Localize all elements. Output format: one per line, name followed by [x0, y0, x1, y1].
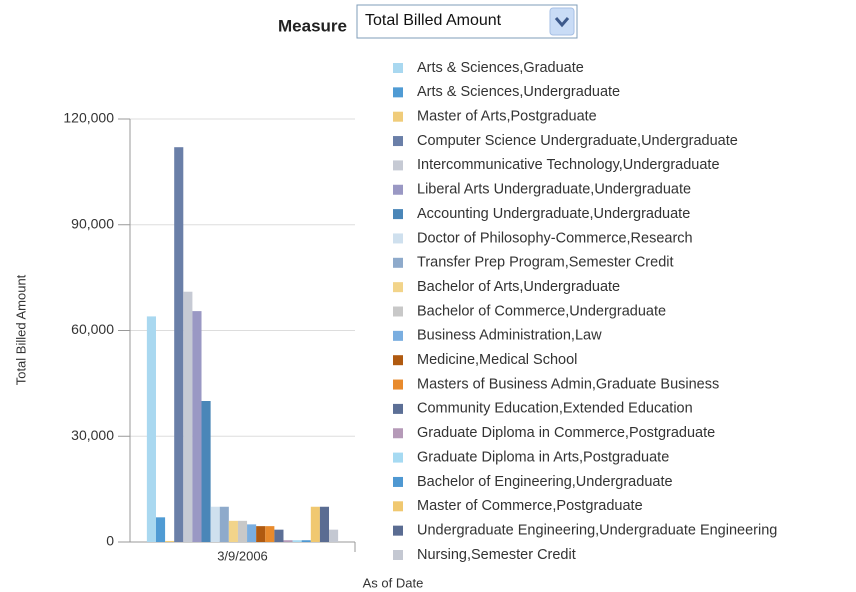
legend-label: Bachelor of Engineering,Undergraduate	[417, 474, 673, 490]
select-value: Total Billed Amount	[365, 12, 502, 29]
y-tick-label: 0	[106, 533, 114, 549]
y-axis-label: Total Billed Amount	[13, 274, 28, 385]
legend-swatch	[393, 525, 403, 536]
y-tick-label: 30,000	[71, 427, 114, 443]
x-tick-label: 3/9/2006	[217, 548, 268, 563]
dropdown-arrow	[554, 17, 570, 28]
legend-label: Master of Arts,Postgraduate	[417, 109, 597, 125]
bar	[228, 520, 238, 542]
dropdown-button[interactable]	[549, 7, 575, 36]
legend-label: Bachelor of Arts,Undergraduate	[417, 279, 620, 295]
legend-swatch	[393, 355, 403, 366]
bar	[146, 316, 156, 542]
legend-label: Intercommunicative Technology,Undergradu…	[417, 157, 720, 173]
legend-label: Liberal Arts Undergraduate,Undergraduate	[417, 182, 691, 198]
legend-label: Medicine,Medical School	[417, 352, 577, 368]
bar	[256, 526, 266, 542]
legend-label: Undergraduate Engineering,Undergraduate …	[417, 522, 777, 538]
legend-label: Master of Commerce,Postgraduate	[417, 498, 643, 514]
legend-swatch	[393, 550, 403, 560]
legend-swatch	[393, 209, 403, 220]
legend-swatch	[393, 379, 403, 390]
bar	[201, 401, 211, 542]
legend-swatch	[393, 87, 403, 98]
bar	[310, 506, 320, 542]
legend-swatch	[393, 476, 403, 487]
legend-swatch	[393, 403, 403, 414]
bar	[274, 529, 284, 542]
legend-swatch	[393, 257, 403, 268]
legend-swatch	[393, 452, 403, 463]
x-axis-label: As of Date	[363, 575, 424, 590]
bar	[155, 517, 166, 542]
bar	[237, 520, 248, 542]
legend-swatch	[393, 501, 403, 512]
measure-label: Measure	[278, 16, 347, 35]
legend-swatch	[393, 428, 403, 439]
legend-swatch	[393, 282, 403, 293]
legend-label: Arts & Sciences,Undergraduate	[417, 84, 620, 100]
y-tick-label: 60,000	[71, 321, 114, 337]
bar	[165, 540, 175, 542]
bar	[192, 311, 202, 542]
legend-label: Nursing,Semester Credit	[417, 547, 576, 563]
legend-label: Transfer Prep Program,Semester Credit	[417, 255, 674, 271]
bar	[319, 506, 330, 542]
legend-label: Business Administration,Law	[417, 328, 602, 344]
legend-label: Graduate Diploma in Commerce,Postgraduat…	[417, 425, 715, 441]
legend-label: Computer Science Undergraduate,Undergrad…	[417, 133, 738, 149]
legend-swatch	[393, 184, 403, 195]
bar	[301, 540, 311, 542]
legend-swatch	[393, 233, 403, 244]
bar	[329, 529, 339, 542]
y-tick-label: 120,000	[63, 110, 114, 126]
legend-swatch	[393, 63, 403, 73]
legend-label: Accounting Undergraduate,Undergraduate	[417, 206, 690, 222]
legend-swatch	[393, 160, 403, 171]
bar	[219, 506, 229, 542]
legend-label: Bachelor of Commerce,Undergraduate	[417, 303, 666, 319]
bar	[265, 526, 275, 542]
bar	[292, 540, 302, 542]
legend-swatch	[393, 330, 403, 341]
legend-swatch	[393, 111, 403, 122]
bar	[283, 540, 293, 542]
bar	[210, 506, 220, 542]
legend-label: Doctor of Philosophy-Commerce,Research	[417, 230, 693, 246]
select-box[interactable]	[356, 4, 578, 39]
y-tick-label: 90,000	[71, 215, 114, 231]
legend-label: Graduate Diploma in Arts,Postgraduate	[417, 449, 669, 465]
legend-label: Community Education,Extended Education	[417, 401, 693, 417]
legend-label: Masters of Business Admin,Graduate Busin…	[417, 376, 719, 392]
bar	[174, 147, 184, 542]
legend-label: Arts & Sciences,Graduate	[417, 60, 584, 76]
legend-swatch	[393, 136, 403, 147]
bar	[247, 524, 257, 542]
legend-swatch	[393, 306, 403, 317]
bar	[183, 291, 193, 542]
measure-select[interactable]: Total Billed Amount	[356, 4, 578, 39]
